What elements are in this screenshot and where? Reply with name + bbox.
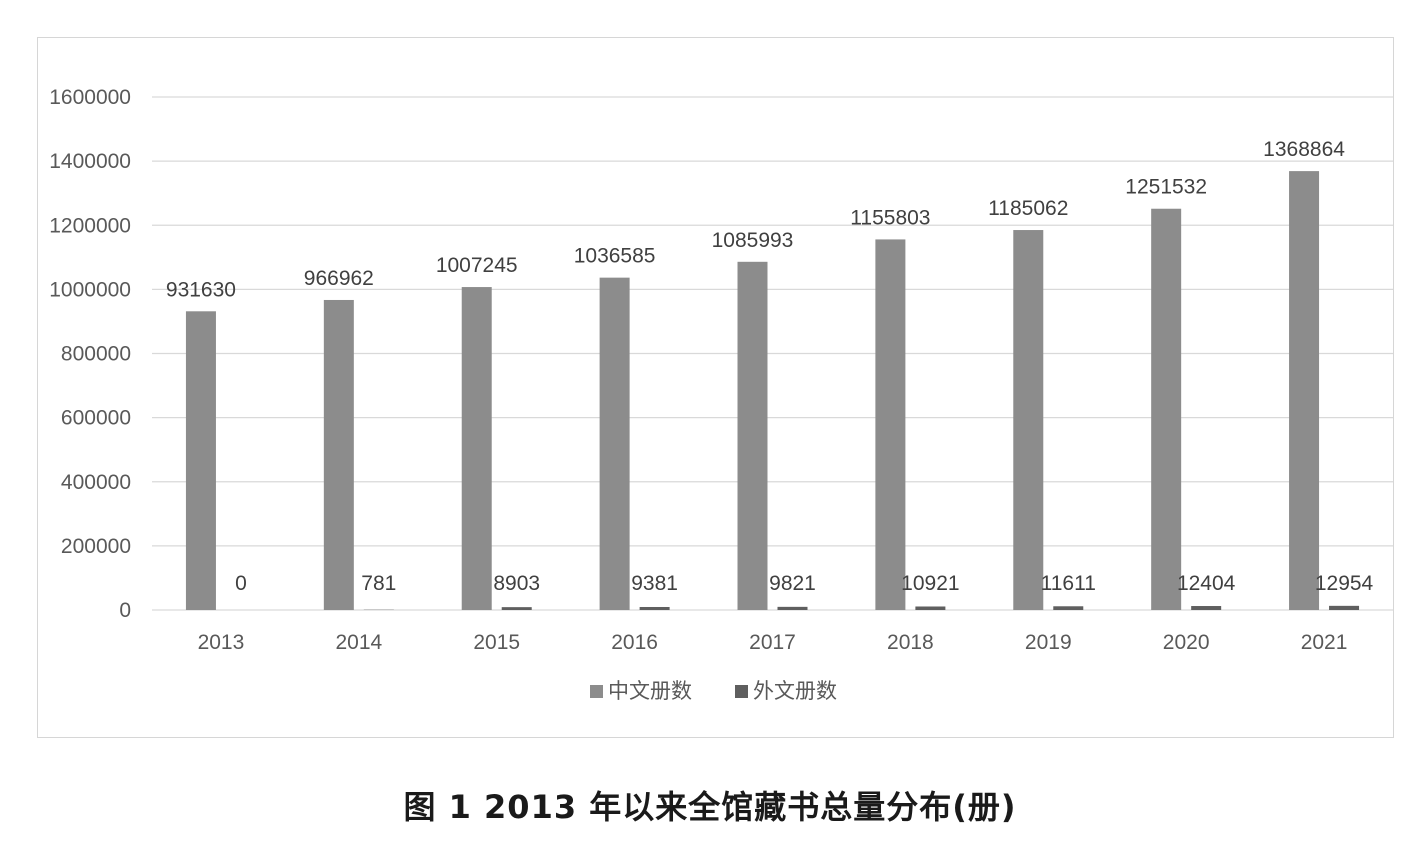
y-tick-label: 1400000 (49, 150, 131, 173)
bar-foreign (1191, 606, 1222, 610)
data-label-foreign: 12404 (1177, 572, 1236, 595)
x-tick-label: 2015 (473, 631, 520, 654)
y-tick-label: 1200000 (49, 214, 131, 237)
data-label-chinese: 1185062 (988, 197, 1068, 220)
y-tick-label: 0 (119, 599, 131, 622)
data-label-foreign: 0 (235, 572, 247, 595)
bar-chinese (1289, 171, 1320, 611)
bar-chart: 0 200000 400000 600000 800000 1000000 1200000 1… (49, 86, 1393, 703)
bar-chinese (1013, 230, 1044, 610)
legend-label-chinese: 中文册数 (608, 679, 692, 703)
bar-chinese (323, 299, 354, 610)
bar-foreign (639, 606, 670, 610)
data-label-foreign: 10921 (901, 572, 959, 595)
y-tick-label: 1600000 (49, 86, 131, 109)
data-label-chinese: 1368864 (1263, 138, 1345, 161)
data-label-foreign: 11611 (1041, 572, 1096, 595)
data-label-chinese: 1155803 (850, 206, 930, 229)
bar-foreign (1053, 606, 1084, 610)
y-tick-label: 1000000 (49, 278, 131, 301)
x-tick-label: 2019 (1025, 631, 1072, 654)
data-label-chinese: 1007245 (436, 254, 518, 277)
bar-chinese (737, 261, 768, 610)
legend-label-foreign: 外文册数 (753, 679, 837, 703)
x-tick-label: 2018 (887, 631, 934, 654)
data-label-foreign: 12954 (1315, 572, 1374, 595)
bar-chinese (461, 287, 492, 610)
bar-foreign (915, 606, 946, 610)
bar-chinese (599, 277, 630, 610)
y-tick-label: 200000 (61, 535, 131, 558)
data-label-foreign: 781 (361, 572, 396, 595)
data-label-chinese: 1085993 (712, 229, 794, 252)
y-tick-label: 600000 (61, 407, 131, 430)
bar-chinese (875, 239, 906, 611)
data-label-foreign: 9821 (769, 572, 816, 595)
bar-chinese (1151, 208, 1182, 611)
x-tick-label: 2013 (198, 631, 245, 654)
data-label-chinese: 931630 (166, 278, 236, 301)
legend-swatch-foreign (735, 685, 748, 698)
data-label-chinese: 1036585 (574, 245, 656, 268)
data-label-chinese: 1251532 (1125, 176, 1207, 199)
x-tick-label: 2021 (1301, 631, 1348, 654)
y-tick-label: 800000 (61, 343, 131, 366)
x-tick-label: 2016 (611, 631, 658, 654)
legend-swatch-chinese (590, 685, 603, 698)
y-tick-label: 400000 (61, 471, 131, 494)
data-label-chinese: 966962 (304, 267, 374, 290)
figure-caption: 图 1 2013 年以来全馆藏书总量分布(册) (403, 788, 1017, 826)
x-tick-label: 2020 (1163, 631, 1210, 654)
x-tick-label: 2017 (749, 631, 796, 654)
x-tick-label: 2014 (335, 631, 382, 654)
bar-foreign (501, 607, 532, 610)
bar-chinese (185, 311, 216, 610)
data-label-foreign: 8903 (493, 572, 540, 595)
data-label-foreign: 9381 (631, 572, 678, 595)
bar-foreign (777, 606, 808, 610)
bar-foreign (1329, 605, 1360, 610)
